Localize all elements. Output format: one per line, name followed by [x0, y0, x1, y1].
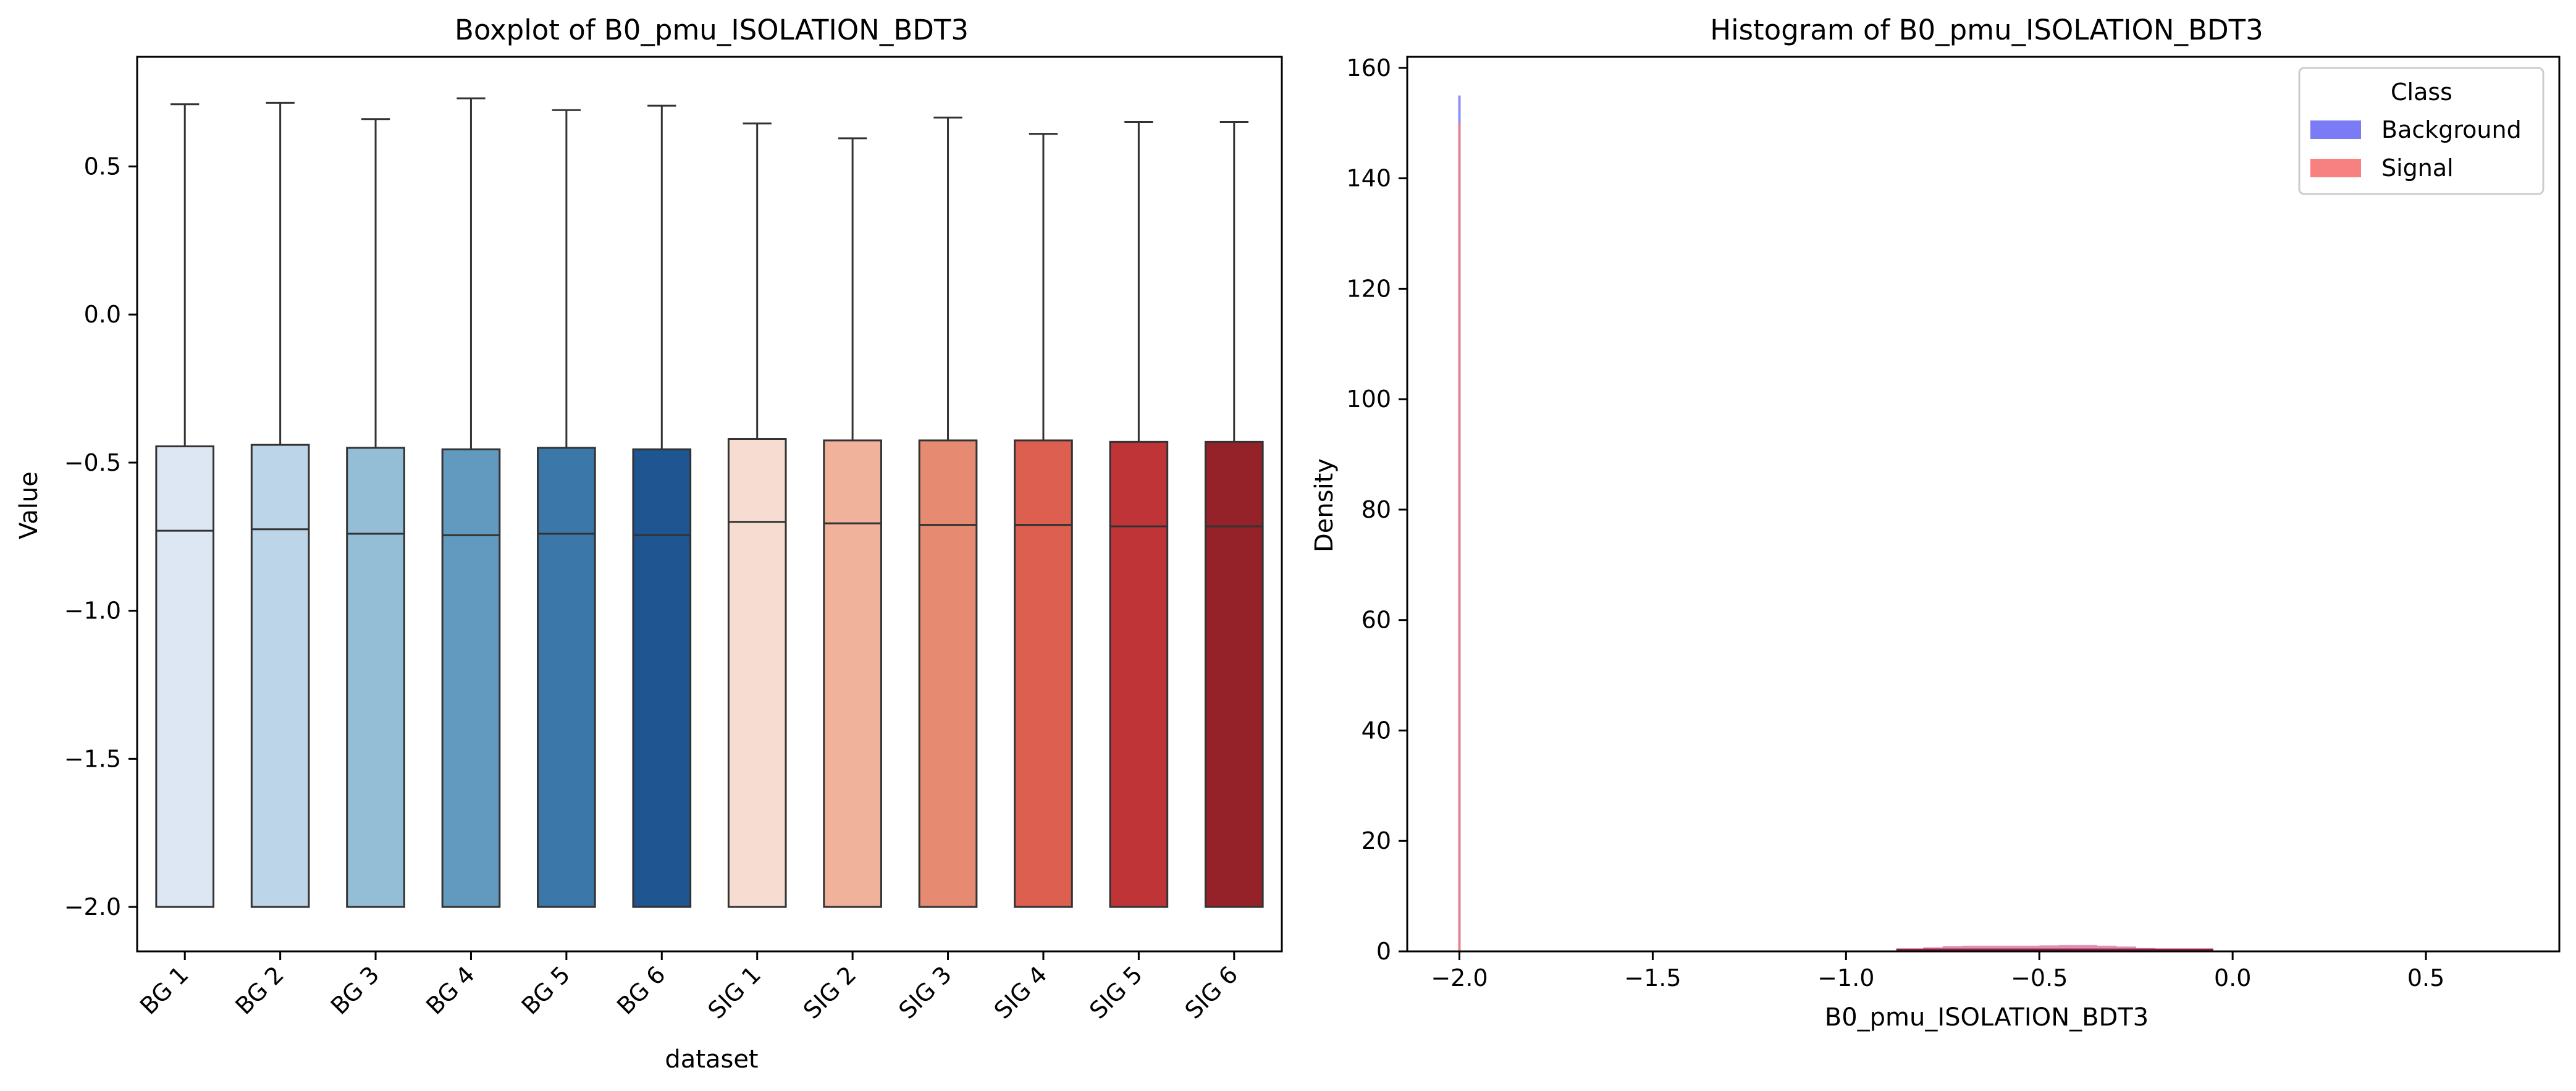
- boxplot-box: [1014, 439, 1073, 908]
- legend-label-background: Background: [2381, 116, 2522, 143]
- boxplot-ylabel: Value: [15, 471, 43, 539]
- histogram-bin-signal: [2077, 945, 2098, 951]
- legend-swatch-signal: [2310, 159, 2361, 177]
- boxplot-ytick-label: −0.5: [64, 449, 121, 476]
- histogram-ytick-label: 40: [1362, 717, 1391, 744]
- boxplot-box: [441, 448, 501, 908]
- boxplot-xtick-label: BG 6: [612, 961, 671, 1020]
- histogram-ytick-label: 160: [1346, 54, 1391, 82]
- boxplot-xtick-label: SIG 2: [798, 961, 862, 1024]
- boxplot-ytick-label: −1.0: [64, 597, 121, 625]
- histogram-title: Histogram of B0_pmu_ISOLATION_BDT3: [1710, 14, 2263, 46]
- histogram-ytick-label: 140: [1346, 165, 1391, 192]
- boxplot-box: [1204, 440, 1264, 908]
- histogram-panel: Histogram of B0_pmu_ISOLATION_BDT3 Densi…: [1310, 14, 2561, 1032]
- histogram-spike-signal: [1458, 123, 1461, 951]
- histogram-bin-signal: [1981, 945, 2001, 951]
- boxplot-box: [346, 447, 405, 908]
- boxplot-title: Boxplot of B0_pmu_ISOLATION_BDT3: [455, 14, 969, 46]
- boxplot-xtick-label: BG 4: [421, 961, 480, 1020]
- boxplot-box: [823, 439, 882, 908]
- boxplot-ytick-label: 0.0: [84, 301, 121, 328]
- histogram-plot-area: 0 20 40 60 80 100 120 140 160 −2.0 −1.5 −1.0 −0.5 0.0…: [1346, 54, 2444, 992]
- histogram-ytick-label: 0: [1376, 938, 1391, 965]
- histogram-bin-signal: [2000, 945, 2020, 951]
- boxplot-xlabel: dataset: [665, 1045, 758, 1074]
- boxplot-xtick-label: BG 3: [326, 961, 385, 1020]
- boxplot-box: [632, 448, 692, 908]
- boxplot-xtick-label: SIG 4: [989, 961, 1053, 1024]
- boxplot-xtick-label: SIG 5: [1084, 961, 1148, 1024]
- histogram-axes-frame: [1406, 56, 2561, 953]
- boxplot-xtick-label: SIG 6: [1180, 961, 1244, 1024]
- histogram-bin-signal: [2019, 945, 2040, 951]
- boxplot-ytick-label: 0.5: [84, 153, 121, 180]
- histogram-legend: Class Background Signal: [2298, 67, 2544, 195]
- boxplot-box: [918, 439, 978, 908]
- boxplot-xtick-label: BG 1: [135, 961, 194, 1020]
- legend-label-signal: Signal: [2381, 154, 2454, 182]
- boxplot-xtick-label: SIG 3: [893, 961, 957, 1024]
- histogram-bin-signal: [2058, 945, 2078, 951]
- boxplot-axes-frame: [136, 56, 1283, 953]
- histogram-bin-signal: [1962, 945, 1982, 951]
- boxplot-xtick-label: BG 2: [230, 961, 289, 1020]
- histogram-ytick-label: 80: [1362, 496, 1391, 523]
- boxplot-xtick-label: BG 5: [516, 961, 576, 1020]
- histogram-bin-signal: [2097, 945, 2117, 951]
- histogram-xtick-label: 0.0: [2214, 964, 2251, 992]
- histogram-xtick-label: −0.5: [2011, 964, 2068, 992]
- boxplot-ytick-label: −1.5: [64, 745, 121, 772]
- boxplot-xtick-label: SIG 1: [703, 961, 767, 1024]
- legend-title: Class: [2391, 78, 2452, 106]
- histogram-xtick-label: −2.0: [1431, 964, 1488, 992]
- boxplot-box: [155, 445, 215, 908]
- boxplot-panel: Boxplot of B0_pmu_ISOLATION_BDT3 Value d…: [15, 14, 1283, 1074]
- boxplot-box: [537, 447, 596, 908]
- histogram-xlabel: B0_pmu_ISOLATION_BDT3: [1825, 1003, 2149, 1032]
- histogram-bin-signal: [2039, 945, 2059, 951]
- histogram-ytick-label: 100: [1346, 385, 1391, 413]
- histogram-ytick-label: 60: [1362, 607, 1391, 634]
- histogram-ytick-label: 20: [1362, 827, 1391, 854]
- histogram-ytick-label: 120: [1346, 275, 1391, 302]
- histogram-xtick-label: −1.5: [1624, 964, 1681, 992]
- legend-swatch-background: [2310, 120, 2361, 139]
- boxplot-plot-area: −2.0 −1.5 −1.0 −0.5 0.0 0.5 BG 1 BG 2 BG 3 BG 4 BG…: [64, 97, 1264, 1024]
- boxplot-box: [250, 444, 310, 908]
- boxplot-box: [727, 438, 787, 908]
- histogram-xtick-label: −1.0: [1817, 964, 1874, 992]
- histogram-ylabel: Density: [1310, 458, 1339, 552]
- histogram-xtick-label: 0.5: [2407, 964, 2444, 992]
- boxplot-box: [1109, 440, 1169, 908]
- boxplot-ytick-label: −2.0: [64, 893, 121, 920]
